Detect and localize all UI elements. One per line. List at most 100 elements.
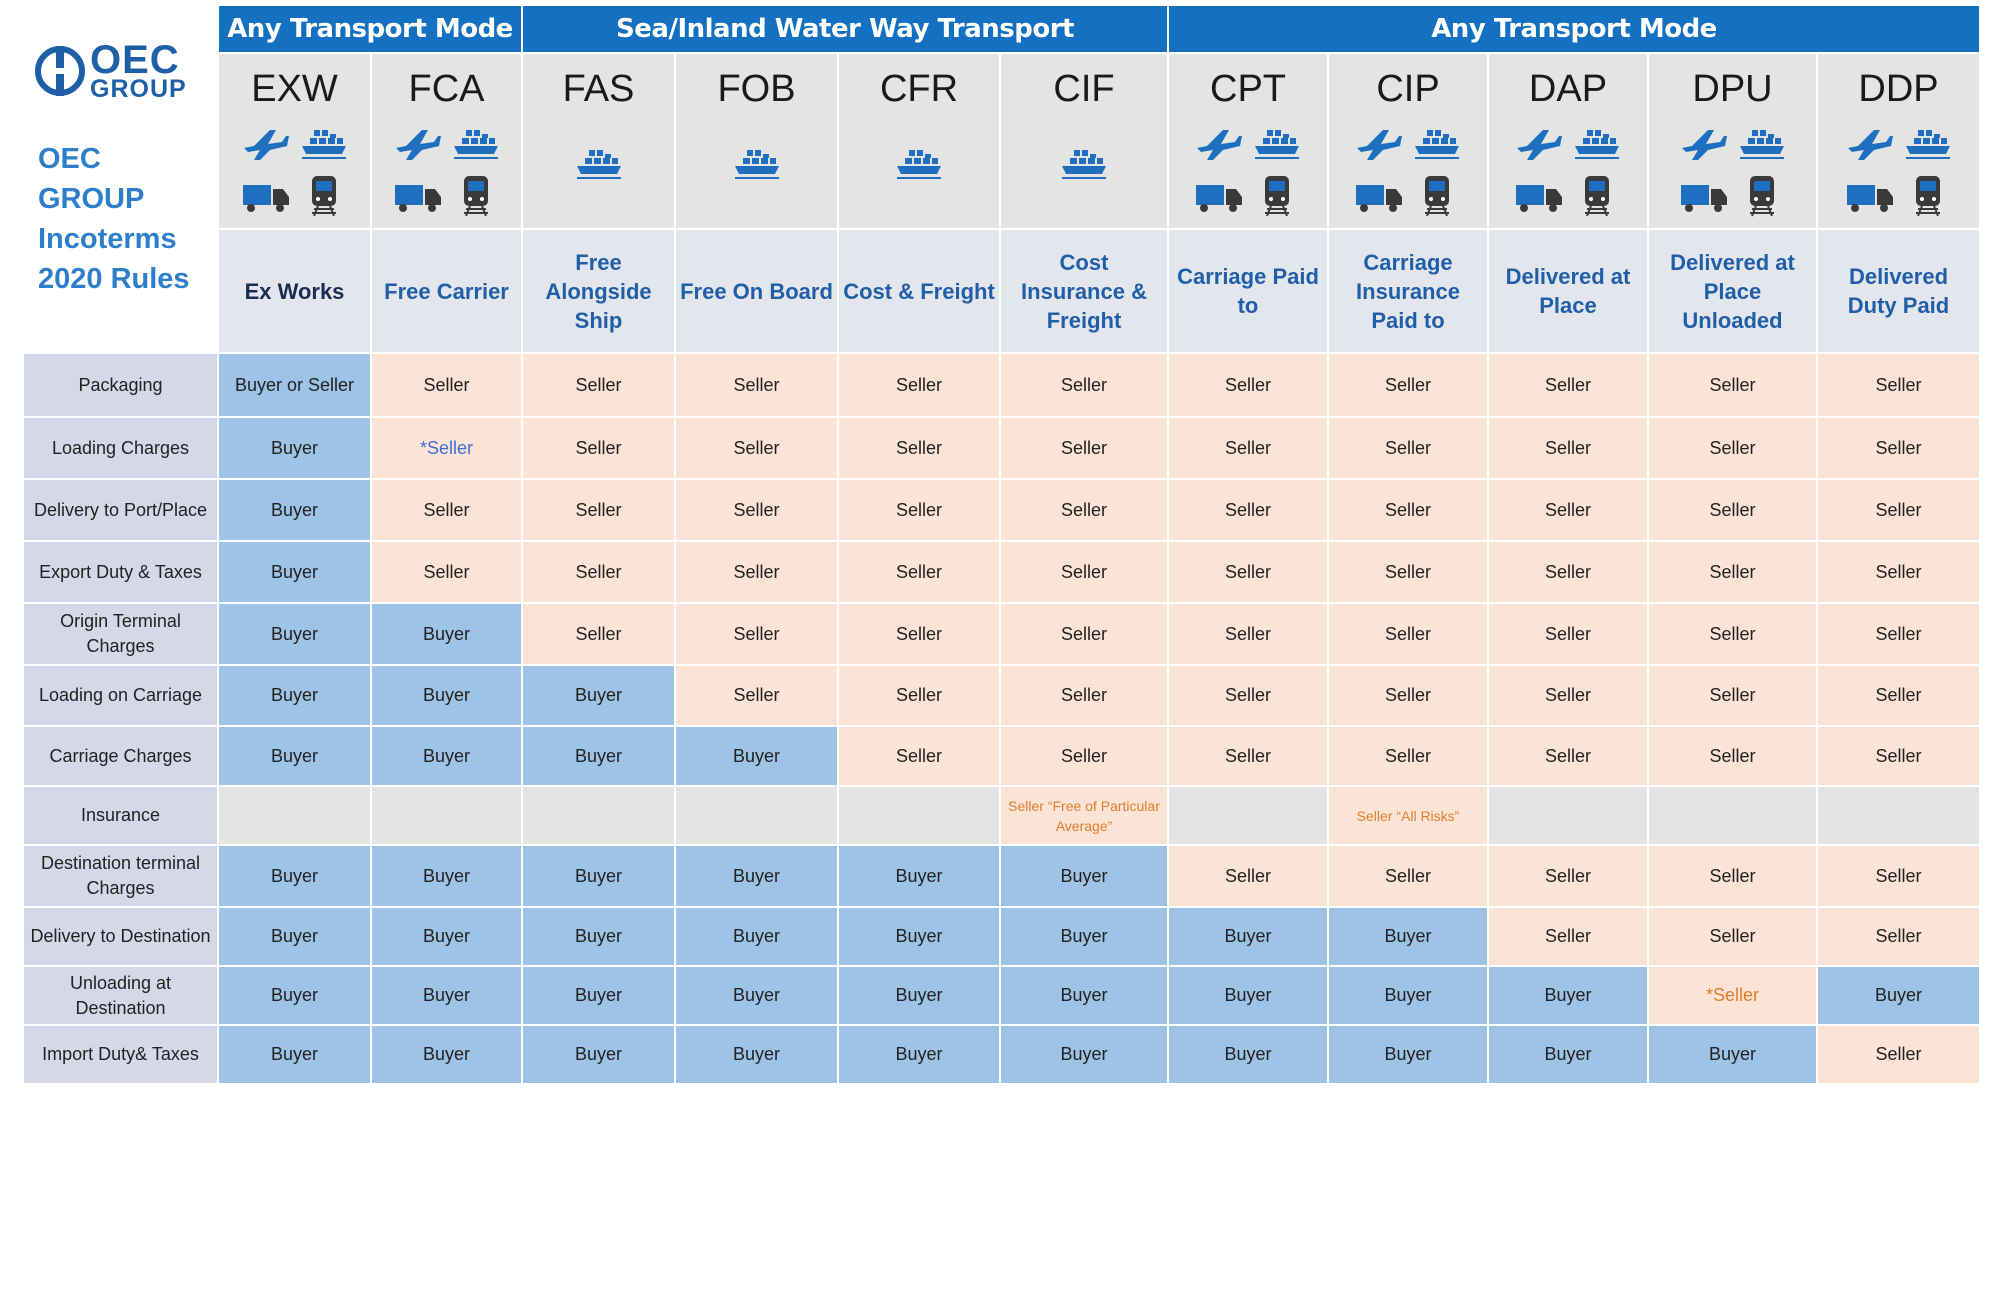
responsibility-cell: Seller [1489, 727, 1647, 785]
responsibility-cell: Seller [1329, 354, 1487, 416]
table-row: Packaging Buyer or Seller Seller Seller Sell… [24, 354, 1979, 416]
responsibility-cell: Buyer [1169, 967, 1327, 1024]
responsibility-cell [839, 787, 999, 844]
responsibility-cell: Seller [676, 604, 837, 664]
responsibility-cell: Buyer [1329, 908, 1487, 965]
responsibility-cell: Seller [676, 666, 837, 725]
table-row: Export Duty & Taxes Buyer Seller Seller Sell… [24, 542, 1979, 602]
term-code: FOB [717, 68, 796, 110]
responsibility-cell: Buyer [1329, 967, 1487, 1024]
responsibility-cell: Seller [1489, 480, 1647, 540]
transport-mode-icons [697, 138, 817, 191]
responsibility-cell: Seller [1649, 480, 1816, 540]
responsibility-cell: Seller [1001, 604, 1167, 664]
ship-icon [570, 138, 628, 191]
logo-text-group: GROUP [90, 75, 187, 103]
airplane-icon [1675, 118, 1733, 171]
transport-mode-icons [1348, 118, 1468, 224]
term-name-dap: Delivered at Place [1489, 230, 1647, 352]
ship-icon [447, 118, 505, 171]
responsibility-cell: Seller [839, 666, 999, 725]
responsibility-cell: Seller [1001, 542, 1167, 602]
responsibility-cell: Seller [1329, 727, 1487, 785]
ship-icon [1408, 118, 1466, 171]
table-row: Loading Charges Buyer *Seller Seller Seller S… [24, 418, 1979, 478]
responsibility-cell: Seller [676, 354, 837, 416]
responsibility-cell: Seller [1489, 666, 1647, 725]
responsibility-cell: Buyer [219, 846, 370, 906]
responsibility-cell: Buyer [1001, 1026, 1167, 1083]
group-header-sea-inland: Sea/Inland Water Way Transport [523, 6, 1167, 52]
responsibility-cell: Seller [1649, 666, 1816, 725]
term-header-cip: CIP [1329, 54, 1487, 228]
responsibility-cell: Buyer or Seller [219, 354, 370, 416]
responsibility-cell: Seller [1329, 418, 1487, 478]
responsibility-cell [523, 787, 674, 844]
table-row: Origin Terminal Charges Buyer Buyer Seller S… [24, 604, 1979, 664]
term-code: CPT [1210, 68, 1286, 110]
chart-title: OEC GROUP Incoterms 2020 Rules [38, 142, 190, 295]
responsibility-cell: Seller [1169, 480, 1327, 540]
responsibility-cell: Seller [1818, 1026, 1979, 1083]
term-header-cfr: CFR [839, 54, 999, 228]
ship-icon [1899, 118, 1957, 171]
responsibility-cell: Seller [1329, 846, 1487, 906]
responsibility-cell: Buyer [219, 542, 370, 602]
ship-icon [1568, 118, 1626, 171]
responsibility-cell: Seller [1329, 542, 1487, 602]
responsibility-cell: Buyer [523, 727, 674, 785]
responsibility-cell: Buyer [372, 846, 521, 906]
airplane-icon [389, 118, 447, 171]
responsibility-cell: Seller [372, 542, 521, 602]
responsibility-cell: Buyer [523, 967, 674, 1024]
table-row: Insurance Seller “Free of Particular Aver… [24, 787, 1979, 844]
responsibility-cell: Seller [1649, 908, 1816, 965]
table-row: Unloading at Destination Buyer Buyer Buyer B… [24, 967, 1979, 1024]
incoterms-table: OEC GROUP OEC GROUP Incoterms 2020 Rules… [22, 4, 1981, 1085]
term-code: DPU [1692, 68, 1773, 110]
responsibility-cell: Buyer [372, 908, 521, 965]
responsibility-cell: Seller [1169, 542, 1327, 602]
table-row: Loading on Carriage Buyer Buyer Buyer Seller… [24, 666, 1979, 725]
term-code: DAP [1528, 68, 1608, 110]
table-row: Destination terminal Charges Buyer Buyer Bu… [24, 846, 1979, 906]
ship-icon [1055, 138, 1113, 191]
responsibility-cell: Seller [1489, 846, 1647, 906]
group-header-any-transport-1: Any Transport Mode [219, 6, 521, 52]
responsibility-cell: Buyer [372, 1026, 521, 1083]
responsibility-cell [676, 787, 837, 844]
responsibility-cell: Seller [1649, 542, 1816, 602]
responsibility-cell: Seller [1818, 542, 1979, 602]
term-name-fca: Free Carrier [372, 230, 521, 352]
term-header-cif: CIF [1001, 54, 1167, 228]
term-code: FCA [408, 68, 485, 110]
truck-icon [237, 171, 295, 224]
logo-title-cell: OEC GROUP OEC GROUP Incoterms 2020 Rules [24, 6, 217, 352]
responsibility-cell: Seller [1001, 727, 1167, 785]
responsibility-cell: Buyer [523, 666, 674, 725]
transport-mode-icons [1673, 118, 1793, 224]
transport-mode-icons [1024, 138, 1144, 191]
responsibility-cell: Seller [523, 604, 674, 664]
transport-mode-icons [235, 118, 355, 224]
responsibility-cell: Seller [839, 480, 999, 540]
airplane-icon [1841, 118, 1899, 171]
responsibility-cell: Buyer [219, 604, 370, 664]
responsibility-cell: Seller [1489, 604, 1647, 664]
responsibility-cell: Buyer [1329, 1026, 1487, 1083]
row-label: Delivery to Destination [24, 908, 217, 965]
responsibility-cell: Seller [1489, 908, 1647, 965]
term-code: CIP [1376, 68, 1440, 110]
table-row: Delivery to Destination Buyer Buyer Buyer Bu… [24, 908, 1979, 965]
responsibility-cell: Buyer [1818, 967, 1979, 1024]
responsibility-cell: Buyer [219, 480, 370, 540]
responsibility-cell: Seller [676, 542, 837, 602]
term-header-dap: DAP [1489, 54, 1647, 228]
row-label: Destination terminal Charges [24, 846, 217, 906]
responsibility-cell: Seller [1001, 418, 1167, 478]
ship-icon [728, 138, 786, 191]
responsibility-cell: Seller [1818, 480, 1979, 540]
responsibility-cell: Seller [839, 727, 999, 785]
row-label: Origin Terminal Charges [24, 604, 217, 664]
responsibility-cell: Buyer [839, 846, 999, 906]
